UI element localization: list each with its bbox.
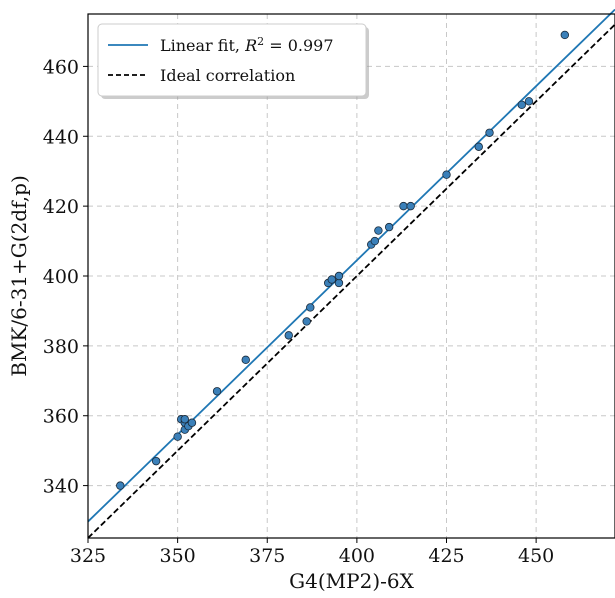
data-point	[302, 317, 311, 326]
y-tick-label: 460	[43, 56, 79, 78]
y-axis-label: BMK/6-31+G(2df,p)	[7, 175, 31, 377]
data-point	[560, 30, 570, 40]
legend-fit-r-sup: 2	[257, 35, 264, 48]
y-tick-label: 400	[43, 266, 79, 288]
y-tick-label: 440	[43, 126, 79, 148]
axis-ticks: 325 350 375 400 425 450 340 360 380 400 420 440 460	[43, 56, 555, 567]
data-point	[180, 415, 189, 424]
data-point	[374, 226, 383, 235]
data-point	[173, 432, 182, 441]
x-tick-label: 400	[339, 545, 375, 567]
data-point	[474, 142, 483, 151]
data-point	[517, 100, 526, 110]
legend-fit-prefix: Linear fit,	[160, 36, 245, 55]
data-point	[241, 355, 250, 365]
x-tick-label: 350	[159, 545, 195, 567]
data-point	[406, 201, 415, 211]
ideal-correlation-line	[87, 23, 615, 539]
data-point	[384, 222, 394, 232]
data-point	[116, 481, 125, 490]
data-point	[524, 97, 534, 106]
data-point	[306, 303, 315, 312]
y-tick-label: 340	[43, 476, 79, 498]
data-point	[212, 387, 222, 396]
data-point	[187, 418, 197, 427]
data-point	[284, 331, 293, 340]
legend-fit-label: Linear fit, R2 = 0.997	[160, 35, 334, 56]
x-tick-label: 425	[428, 545, 464, 567]
y-tick-label: 420	[43, 196, 79, 218]
data-point	[334, 271, 344, 281]
data-point	[485, 128, 494, 137]
data-points	[116, 30, 570, 490]
legend-ideal-label: Ideal correlation	[160, 66, 295, 85]
x-tick-label: 325	[70, 545, 106, 567]
data-point	[334, 278, 344, 288]
legend-fit-suffix: = 0.997	[264, 36, 333, 55]
x-axis-label: G4(MP2)-6X	[289, 569, 414, 593]
data-point	[151, 456, 161, 466]
y-tick-label: 380	[43, 336, 79, 358]
data-point	[327, 275, 336, 284]
data-point	[442, 170, 451, 179]
data-point	[399, 201, 408, 211]
x-tick-label: 450	[518, 545, 554, 567]
data-point	[370, 236, 380, 246]
x-tick-label: 375	[249, 545, 285, 567]
legend-fit-r: R	[244, 36, 257, 55]
y-tick-label: 360	[43, 406, 79, 428]
legend: Linear fit, R2 = 0.997 Ideal correlation	[97, 23, 369, 99]
legend-box	[97, 23, 367, 97]
